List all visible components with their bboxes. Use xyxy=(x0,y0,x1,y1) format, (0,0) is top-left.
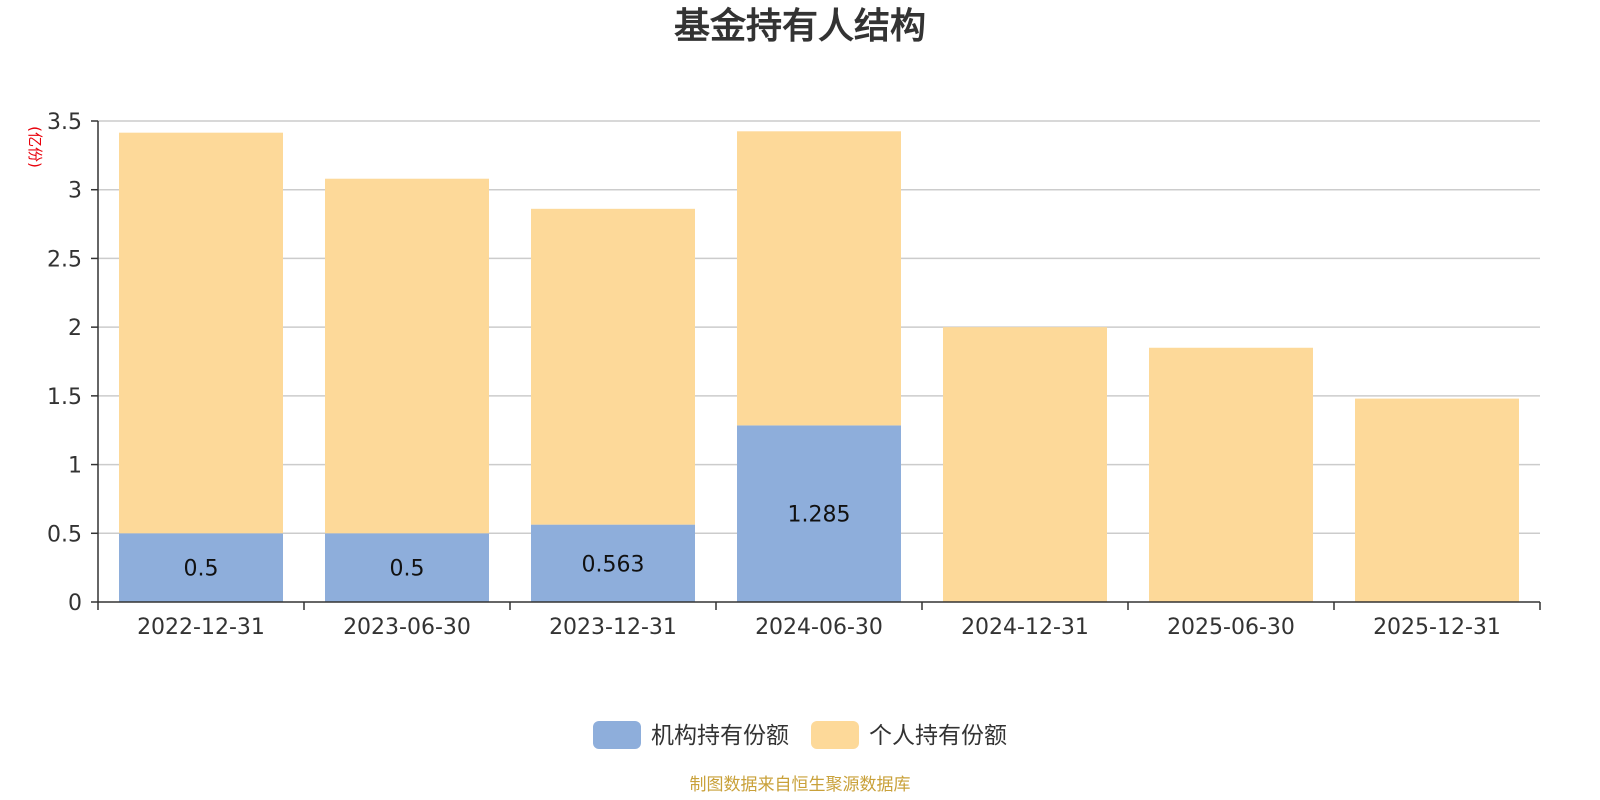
x-tick-label: 2023-06-30 xyxy=(343,615,471,640)
bar-individual xyxy=(119,132,283,534)
bar-institutional xyxy=(325,533,489,602)
x-tick-label: 2025-06-30 xyxy=(1167,615,1295,640)
bar-individual xyxy=(325,178,489,534)
legend-swatch xyxy=(593,721,641,749)
y-tick-label: 1 xyxy=(68,454,82,479)
y-tick-label: 2 xyxy=(68,316,82,341)
y-tick-label: 2.5 xyxy=(47,247,82,272)
y-tick-label: 1.5 xyxy=(47,385,82,410)
bar-institutional xyxy=(531,524,695,602)
y-tick-label: 3.5 xyxy=(47,110,82,135)
chart-title: 基金持有人结构 xyxy=(674,5,926,47)
bar-individual xyxy=(531,208,695,525)
bars xyxy=(119,131,1519,602)
legend-swatch xyxy=(811,721,859,749)
data-labels: 0.5 0.5 0.563 1.285 xyxy=(184,503,851,582)
x-tick-label: 2024-06-30 xyxy=(755,615,883,640)
y-tick-label: 3 xyxy=(68,179,82,204)
legend: 机构持有份额 个人持有份额 xyxy=(593,721,1007,749)
x-tick-label: 2024-12-31 xyxy=(961,615,1089,640)
y-axis-unit-label: (亿份) xyxy=(26,126,44,168)
bar-institutional xyxy=(119,533,283,602)
bar-individual xyxy=(737,131,901,426)
bar-individual xyxy=(1149,347,1313,602)
bar-individual xyxy=(1355,398,1519,602)
legend-label: 个人持有份额 xyxy=(869,723,1007,749)
legend-label: 机构持有份额 xyxy=(651,723,789,749)
bar-data-label: 0.563 xyxy=(582,552,645,577)
bar-institutional xyxy=(737,425,901,602)
bar-individual xyxy=(943,327,1107,602)
y-tick-label: 0.5 xyxy=(47,522,82,547)
y-tick-label: 0 xyxy=(68,591,82,616)
x-tick-label: 2025-12-31 xyxy=(1373,615,1501,640)
x-tick-label: 2022-12-31 xyxy=(137,615,265,640)
axes: 0 0.5 1 1.5 2 2.5 3 3.5 2022-12-31 2023-06-30 2023… xyxy=(47,110,1541,640)
bar-data-label: 1.285 xyxy=(788,503,851,528)
source-note: 制图数据来自恒生聚源数据库 xyxy=(690,775,911,795)
bar-data-label: 0.5 xyxy=(390,557,425,582)
bar-data-label: 0.5 xyxy=(184,557,219,582)
x-tick-label: 2023-12-31 xyxy=(549,615,677,640)
